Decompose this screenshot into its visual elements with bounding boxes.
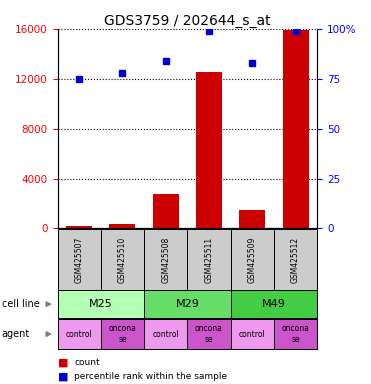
Text: control: control <box>239 329 266 339</box>
Text: M25: M25 <box>89 299 113 309</box>
Text: ■: ■ <box>58 371 68 381</box>
Text: GSM425511: GSM425511 <box>204 237 213 283</box>
Title: GDS3759 / 202644_s_at: GDS3759 / 202644_s_at <box>104 14 271 28</box>
Text: oncona
se: oncona se <box>282 324 309 344</box>
Text: M49: M49 <box>262 299 286 309</box>
Bar <box>153 194 179 228</box>
Bar <box>66 226 92 228</box>
Bar <box>239 210 265 228</box>
Text: percentile rank within the sample: percentile rank within the sample <box>74 372 227 381</box>
Text: control: control <box>66 329 92 339</box>
Bar <box>109 224 135 228</box>
Text: GSM425512: GSM425512 <box>291 237 300 283</box>
Text: GSM425508: GSM425508 <box>161 237 170 283</box>
Text: oncona
se: oncona se <box>195 324 223 344</box>
Bar <box>283 30 309 228</box>
Text: M29: M29 <box>175 299 199 309</box>
Text: count: count <box>74 358 100 367</box>
Text: control: control <box>152 329 179 339</box>
Bar <box>196 73 222 228</box>
Text: ■: ■ <box>58 358 68 368</box>
Text: cell line: cell line <box>2 299 40 309</box>
Text: GSM425510: GSM425510 <box>118 237 127 283</box>
Text: agent: agent <box>2 329 30 339</box>
Text: oncona
se: oncona se <box>108 324 137 344</box>
Text: GSM425509: GSM425509 <box>248 237 257 283</box>
Text: GSM425507: GSM425507 <box>75 237 83 283</box>
